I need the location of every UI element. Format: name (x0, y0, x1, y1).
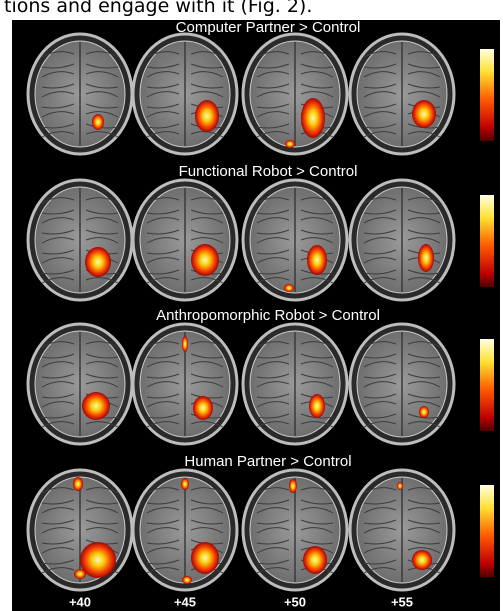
activation (301, 98, 325, 138)
activation (182, 576, 192, 584)
activation (193, 396, 213, 420)
brain-slice (350, 34, 454, 154)
activation (303, 546, 327, 574)
activation (74, 569, 86, 579)
brain-slice (28, 34, 132, 154)
brain-slice (133, 180, 237, 300)
activation (181, 478, 189, 490)
slice-label: +45 (174, 594, 196, 609)
slice-label: +55 (391, 594, 413, 609)
brain-slice (28, 470, 132, 590)
brain-slice (243, 470, 347, 590)
activation (73, 477, 83, 491)
brain-slice (243, 324, 347, 444)
activation (289, 479, 297, 493)
brain-slice (350, 324, 454, 444)
brain-slice (133, 470, 237, 590)
activation (191, 542, 219, 574)
panel-title: Computer Partner > Control (176, 19, 361, 36)
brain-slice (133, 324, 237, 444)
activation (195, 100, 219, 132)
panel-title: Human Partner > Control (184, 453, 351, 470)
brain-slice (350, 470, 454, 590)
brain-slice (243, 180, 347, 300)
activation (182, 336, 188, 352)
activation (418, 244, 434, 272)
activation (419, 406, 429, 418)
activation (191, 244, 219, 276)
panel-title: Functional Robot > Control (179, 163, 358, 180)
panel-title: Anthropomorphic Robot > Control (156, 307, 380, 324)
slice-label: +40 (69, 594, 91, 609)
activation (397, 482, 403, 490)
figure: tions and engage with it (Fig. 2). Compu… (0, 0, 503, 611)
brain-slice (28, 324, 132, 444)
activation (412, 550, 432, 570)
color-bar (480, 49, 494, 141)
brain-slice (28, 180, 132, 300)
brain-slice (350, 180, 454, 300)
slice-label: +50 (284, 594, 306, 609)
activation (92, 114, 104, 130)
activation (285, 140, 295, 148)
activation (85, 247, 111, 277)
activation (284, 284, 294, 292)
activation (307, 245, 327, 275)
color-bar (480, 195, 494, 287)
brain-slice (243, 34, 347, 154)
brain-slice (133, 34, 237, 154)
header-text: tions and engage with it (Fig. 2). (4, 0, 312, 17)
color-bar (480, 339, 494, 431)
activation (412, 100, 436, 128)
activation (309, 394, 325, 418)
color-bar (480, 485, 494, 577)
activation (82, 392, 110, 420)
